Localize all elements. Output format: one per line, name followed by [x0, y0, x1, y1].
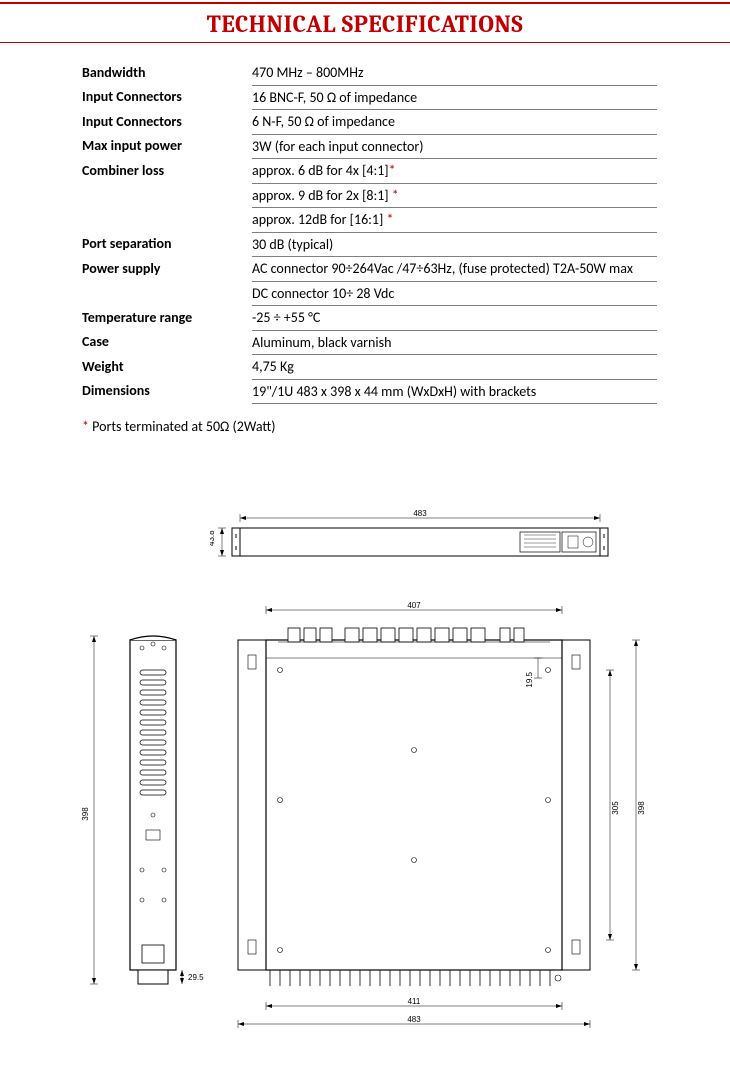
- spec-value: Aluminum, black varnish: [252, 330, 657, 355]
- spec-label: Input Connectors: [82, 85, 252, 110]
- front-view-drawing: 483 43.8: [210, 510, 630, 570]
- spec-row: Bandwidth470 MHz – 800MHz: [82, 61, 657, 85]
- spec-label: Bandwidth: [82, 61, 252, 85]
- spec-row: CaseAluminum, black varnish: [82, 330, 657, 355]
- dim-front-width: 483: [413, 510, 427, 518]
- spec-label: Input Connectors: [82, 110, 252, 135]
- dim-19-5: 19.5: [525, 671, 534, 687]
- spec-value: -25 ÷ +55 °C: [252, 306, 657, 331]
- footnote-text: Ports terminated at 50Ω (2Watt): [89, 418, 276, 435]
- dim-left-398: 398: [81, 807, 90, 821]
- spec-label: Temperature range: [82, 306, 252, 331]
- spec-value: approx. 9 dB for 2x [8:1] *: [252, 183, 657, 208]
- asterisk: *: [389, 162, 396, 179]
- spec-value: 470 MHz – 800MHz: [252, 61, 657, 85]
- spec-label: Port separation: [82, 232, 252, 257]
- spec-row: DC connector 10÷ 28 Vdc: [82, 281, 657, 306]
- spec-value: 30 dB (typical): [252, 232, 657, 257]
- spec-row: Dimensions19"/1U 483 x 398 x 44 mm (WxDx…: [82, 379, 657, 404]
- spec-label: Combiner loss: [82, 159, 252, 184]
- technical-drawings: 483 43.8: [70, 510, 660, 1040]
- dim-right-398: 398: [637, 801, 646, 815]
- spec-label: [82, 281, 252, 306]
- spec-value: approx. 12dB for [16:1] *: [252, 208, 657, 233]
- spec-label: [82, 183, 252, 208]
- spec-row: Power supplyAC connector 90÷264Vac /47÷6…: [82, 257, 657, 282]
- spec-table: Bandwidth470 MHz – 800MHzInput Connector…: [82, 61, 657, 404]
- asterisk: *: [392, 187, 399, 204]
- spec-value: AC connector 90÷264Vac /47÷63Hz, (fuse p…: [252, 257, 657, 282]
- spec-value: 6 N-F, 50 Ω of impedance: [252, 110, 657, 135]
- page-title: TECHNICAL SPECIFICATIONS: [0, 10, 730, 38]
- dim-right-305: 305: [611, 801, 620, 815]
- spec-row: Temperature range-25 ÷ +55 °C: [82, 306, 657, 331]
- side-view: 29.5: [130, 636, 204, 984]
- spec-label: Case: [82, 330, 252, 355]
- spec-value: approx. 6 dB for 4x [4:1]*: [252, 159, 657, 184]
- dim-front-height: 43.8: [210, 530, 216, 546]
- spec-label: Max input power: [82, 134, 252, 159]
- spec-value: DC connector 10÷ 28 Vdc: [252, 281, 657, 306]
- dim-bottom-411: 411: [408, 997, 421, 1006]
- spec-row: Max input power3W (for each input connec…: [82, 134, 657, 159]
- spec-row: Input Connectors6 N-F, 50 Ω of impedance: [82, 110, 657, 135]
- spec-row: approx. 9 dB for 2x [8:1] *: [82, 183, 657, 208]
- spec-label: Power supply: [82, 257, 252, 282]
- spec-label: Weight: [82, 355, 252, 380]
- spec-label: [82, 208, 252, 233]
- top-view-drawing: 407: [70, 600, 660, 1040]
- footnote: * Ports terminated at 50Ω (2Watt): [82, 418, 730, 435]
- spec-row: Combiner lossapprox. 6 dB for 4x [4:1]*: [82, 159, 657, 184]
- dim-side-29: 29.5: [188, 973, 204, 982]
- spec-row: Port separation30 dB (typical): [82, 232, 657, 257]
- asterisk: *: [386, 211, 393, 228]
- dim-bottom-483: 483: [407, 1015, 421, 1024]
- spec-value: 3W (for each input connector): [252, 134, 657, 159]
- spec-row: Input Connectors16 BNC-F, 50 Ω of impeda…: [82, 85, 657, 110]
- top-plan-view: 19.5: [238, 628, 590, 986]
- title-bar: TECHNICAL SPECIFICATIONS: [0, 2, 730, 43]
- spec-row: Weight4,75 Kg: [82, 355, 657, 380]
- dim-top-407: 407: [407, 601, 421, 610]
- spec-row: approx. 12dB for [16:1] *: [82, 208, 657, 233]
- spec-label: Dimensions: [82, 379, 252, 404]
- footnote-star: *: [82, 418, 89, 435]
- spec-value: 4,75 Kg: [252, 355, 657, 380]
- spec-value: 16 BNC-F, 50 Ω of impedance: [252, 85, 657, 110]
- spec-value: 19"/1U 483 x 398 x 44 mm (WxDxH) with br…: [252, 379, 657, 404]
